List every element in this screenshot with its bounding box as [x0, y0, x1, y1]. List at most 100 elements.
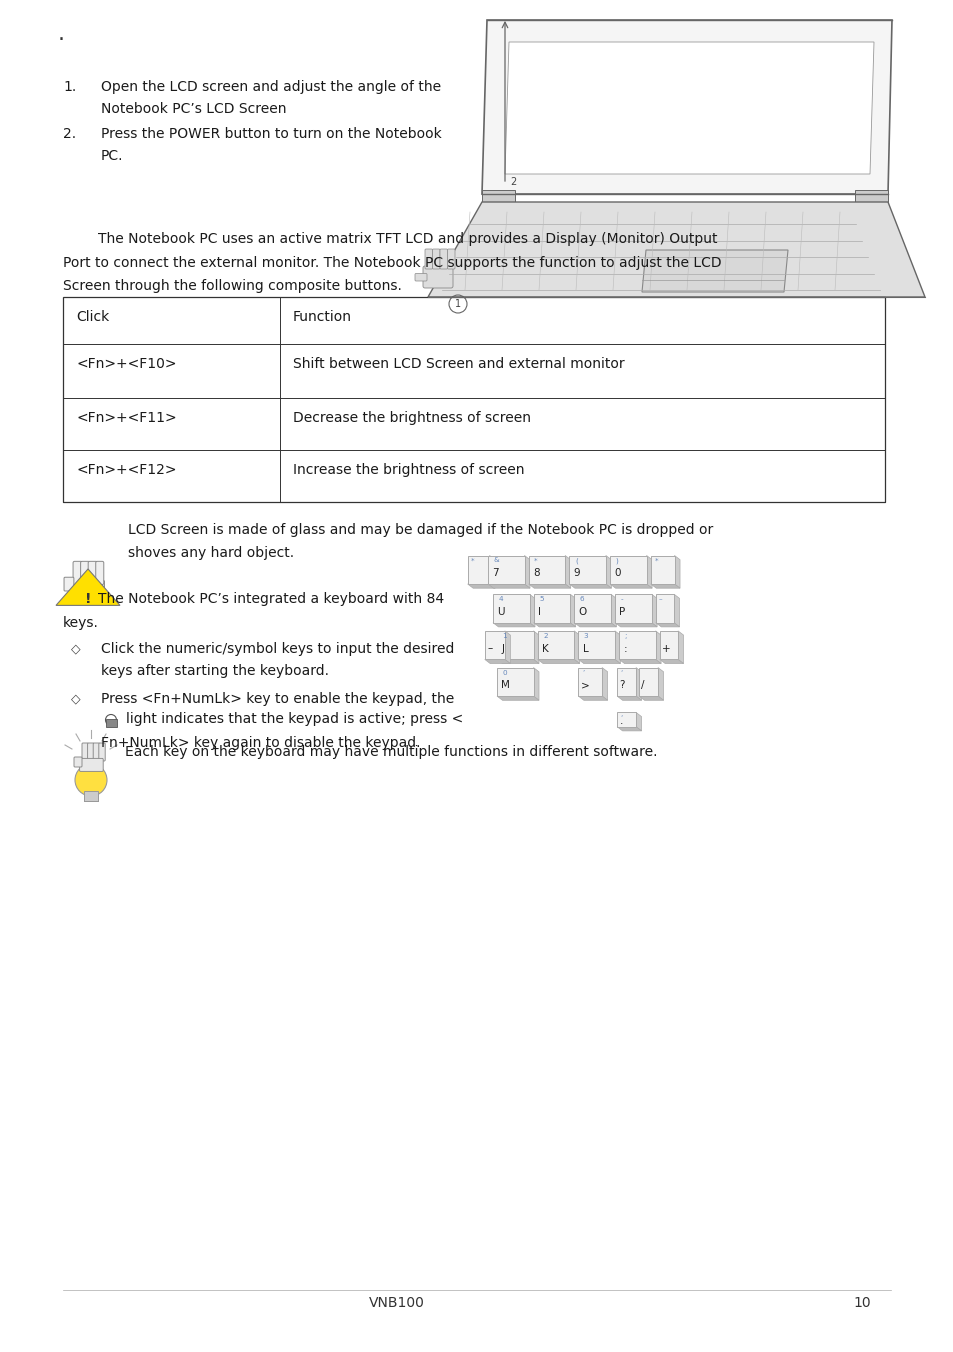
Polygon shape [489, 556, 495, 588]
Text: 4: 4 [498, 596, 502, 602]
Polygon shape [529, 594, 535, 627]
Text: *: * [471, 557, 474, 564]
Text: 5: 5 [538, 596, 543, 602]
Polygon shape [497, 660, 538, 664]
Text: >: > [580, 680, 589, 691]
FancyBboxPatch shape [639, 668, 658, 696]
Polygon shape [504, 42, 873, 174]
Polygon shape [497, 696, 538, 700]
Text: ·: · [58, 30, 65, 50]
Polygon shape [524, 556, 530, 588]
Text: ;: ; [624, 633, 626, 639]
FancyBboxPatch shape [84, 791, 98, 800]
FancyBboxPatch shape [73, 561, 82, 584]
Polygon shape [578, 660, 619, 664]
Polygon shape [481, 20, 891, 193]
FancyBboxPatch shape [533, 594, 570, 623]
FancyBboxPatch shape [574, 594, 610, 623]
Text: J: J [501, 644, 504, 653]
FancyBboxPatch shape [537, 631, 574, 660]
Polygon shape [537, 660, 579, 664]
FancyBboxPatch shape [71, 580, 104, 598]
Text: Increase the brightness of screen: Increase the brightness of screen [293, 462, 524, 477]
Circle shape [75, 764, 107, 796]
FancyBboxPatch shape [79, 758, 103, 772]
Polygon shape [528, 584, 570, 588]
Text: shoves any hard object.: shoves any hard object. [128, 546, 294, 561]
Text: keys after starting the keyboard.: keys after starting the keyboard. [101, 664, 329, 679]
Text: ’: ’ [581, 669, 583, 676]
Text: /: / [640, 680, 644, 691]
Polygon shape [650, 584, 679, 588]
Text: 3: 3 [583, 633, 588, 639]
Text: The Notebook PC uses an active matrix TFT LCD and provides a Display (Monitor) O: The Notebook PC uses an active matrix TF… [98, 233, 717, 246]
Text: U: U [497, 607, 504, 617]
Polygon shape [659, 660, 683, 664]
Text: Screen through the following composite buttons.: Screen through the following composite b… [63, 279, 401, 293]
Text: I: I [537, 607, 540, 617]
FancyBboxPatch shape [99, 744, 105, 761]
Text: O: O [578, 607, 586, 617]
Polygon shape [678, 631, 683, 664]
Text: ◇: ◇ [71, 692, 81, 704]
FancyBboxPatch shape [655, 594, 674, 623]
Text: M: M [501, 680, 510, 691]
Text: LCD Screen is made of glass and may be damaged if the Notebook PC is dropped or: LCD Screen is made of glass and may be d… [128, 523, 713, 537]
Text: L: L [582, 644, 588, 653]
Text: .: . [618, 717, 622, 726]
FancyBboxPatch shape [82, 744, 89, 761]
Text: Press the POWER button to turn on the Notebook: Press the POWER button to turn on the No… [101, 127, 441, 141]
Polygon shape [610, 594, 616, 627]
Text: ?: ? [618, 680, 624, 691]
Polygon shape [574, 631, 579, 664]
Text: Function: Function [293, 310, 352, 324]
Text: 2.: 2. [63, 127, 76, 141]
Text: <Fn>+<F10>: <Fn>+<F10> [76, 357, 176, 370]
Text: 0: 0 [502, 669, 507, 676]
Polygon shape [617, 696, 641, 700]
Polygon shape [658, 668, 663, 700]
Text: 2: 2 [542, 633, 547, 639]
Polygon shape [574, 623, 616, 627]
Text: ◇: ◇ [71, 642, 81, 654]
Polygon shape [570, 594, 575, 627]
FancyBboxPatch shape [650, 556, 674, 584]
Text: +: + [661, 644, 670, 653]
Text: Open the LCD screen and adjust the angle of the: Open the LCD screen and adjust the angle… [101, 80, 440, 95]
Text: –: – [487, 644, 492, 653]
Polygon shape [467, 584, 495, 588]
Text: VNB100: VNB100 [369, 1297, 424, 1310]
Text: Notebook PC’s LCD Screen: Notebook PC’s LCD Screen [101, 101, 286, 116]
FancyBboxPatch shape [659, 631, 678, 660]
Polygon shape [646, 556, 652, 588]
Polygon shape [569, 584, 611, 588]
Text: 2: 2 [510, 177, 516, 187]
Polygon shape [56, 569, 120, 606]
Polygon shape [605, 556, 611, 588]
Polygon shape [533, 623, 575, 627]
Polygon shape [601, 668, 607, 700]
Polygon shape [617, 727, 641, 731]
Text: 1: 1 [455, 299, 460, 310]
Text: PC.: PC. [101, 149, 123, 164]
Text: K: K [541, 644, 548, 653]
Text: 9: 9 [573, 568, 579, 579]
Polygon shape [533, 631, 538, 664]
Polygon shape [636, 713, 641, 731]
FancyBboxPatch shape [88, 561, 97, 584]
FancyBboxPatch shape [81, 561, 90, 584]
Text: The Notebook PC’s integrated a keyboard with 84: The Notebook PC’s integrated a keyboard … [98, 592, 444, 606]
Text: 1: 1 [502, 633, 507, 639]
Polygon shape [615, 631, 619, 664]
Text: 1.: 1. [63, 80, 76, 95]
Polygon shape [641, 250, 787, 292]
Polygon shape [618, 660, 660, 664]
Text: (: ( [575, 557, 578, 564]
Text: Shift between LCD Screen and external monitor: Shift between LCD Screen and external mo… [293, 357, 624, 370]
FancyBboxPatch shape [422, 266, 453, 288]
Text: 0: 0 [614, 568, 620, 579]
Polygon shape [639, 696, 663, 700]
Polygon shape [504, 631, 510, 664]
Polygon shape [615, 623, 657, 627]
Polygon shape [655, 623, 679, 627]
